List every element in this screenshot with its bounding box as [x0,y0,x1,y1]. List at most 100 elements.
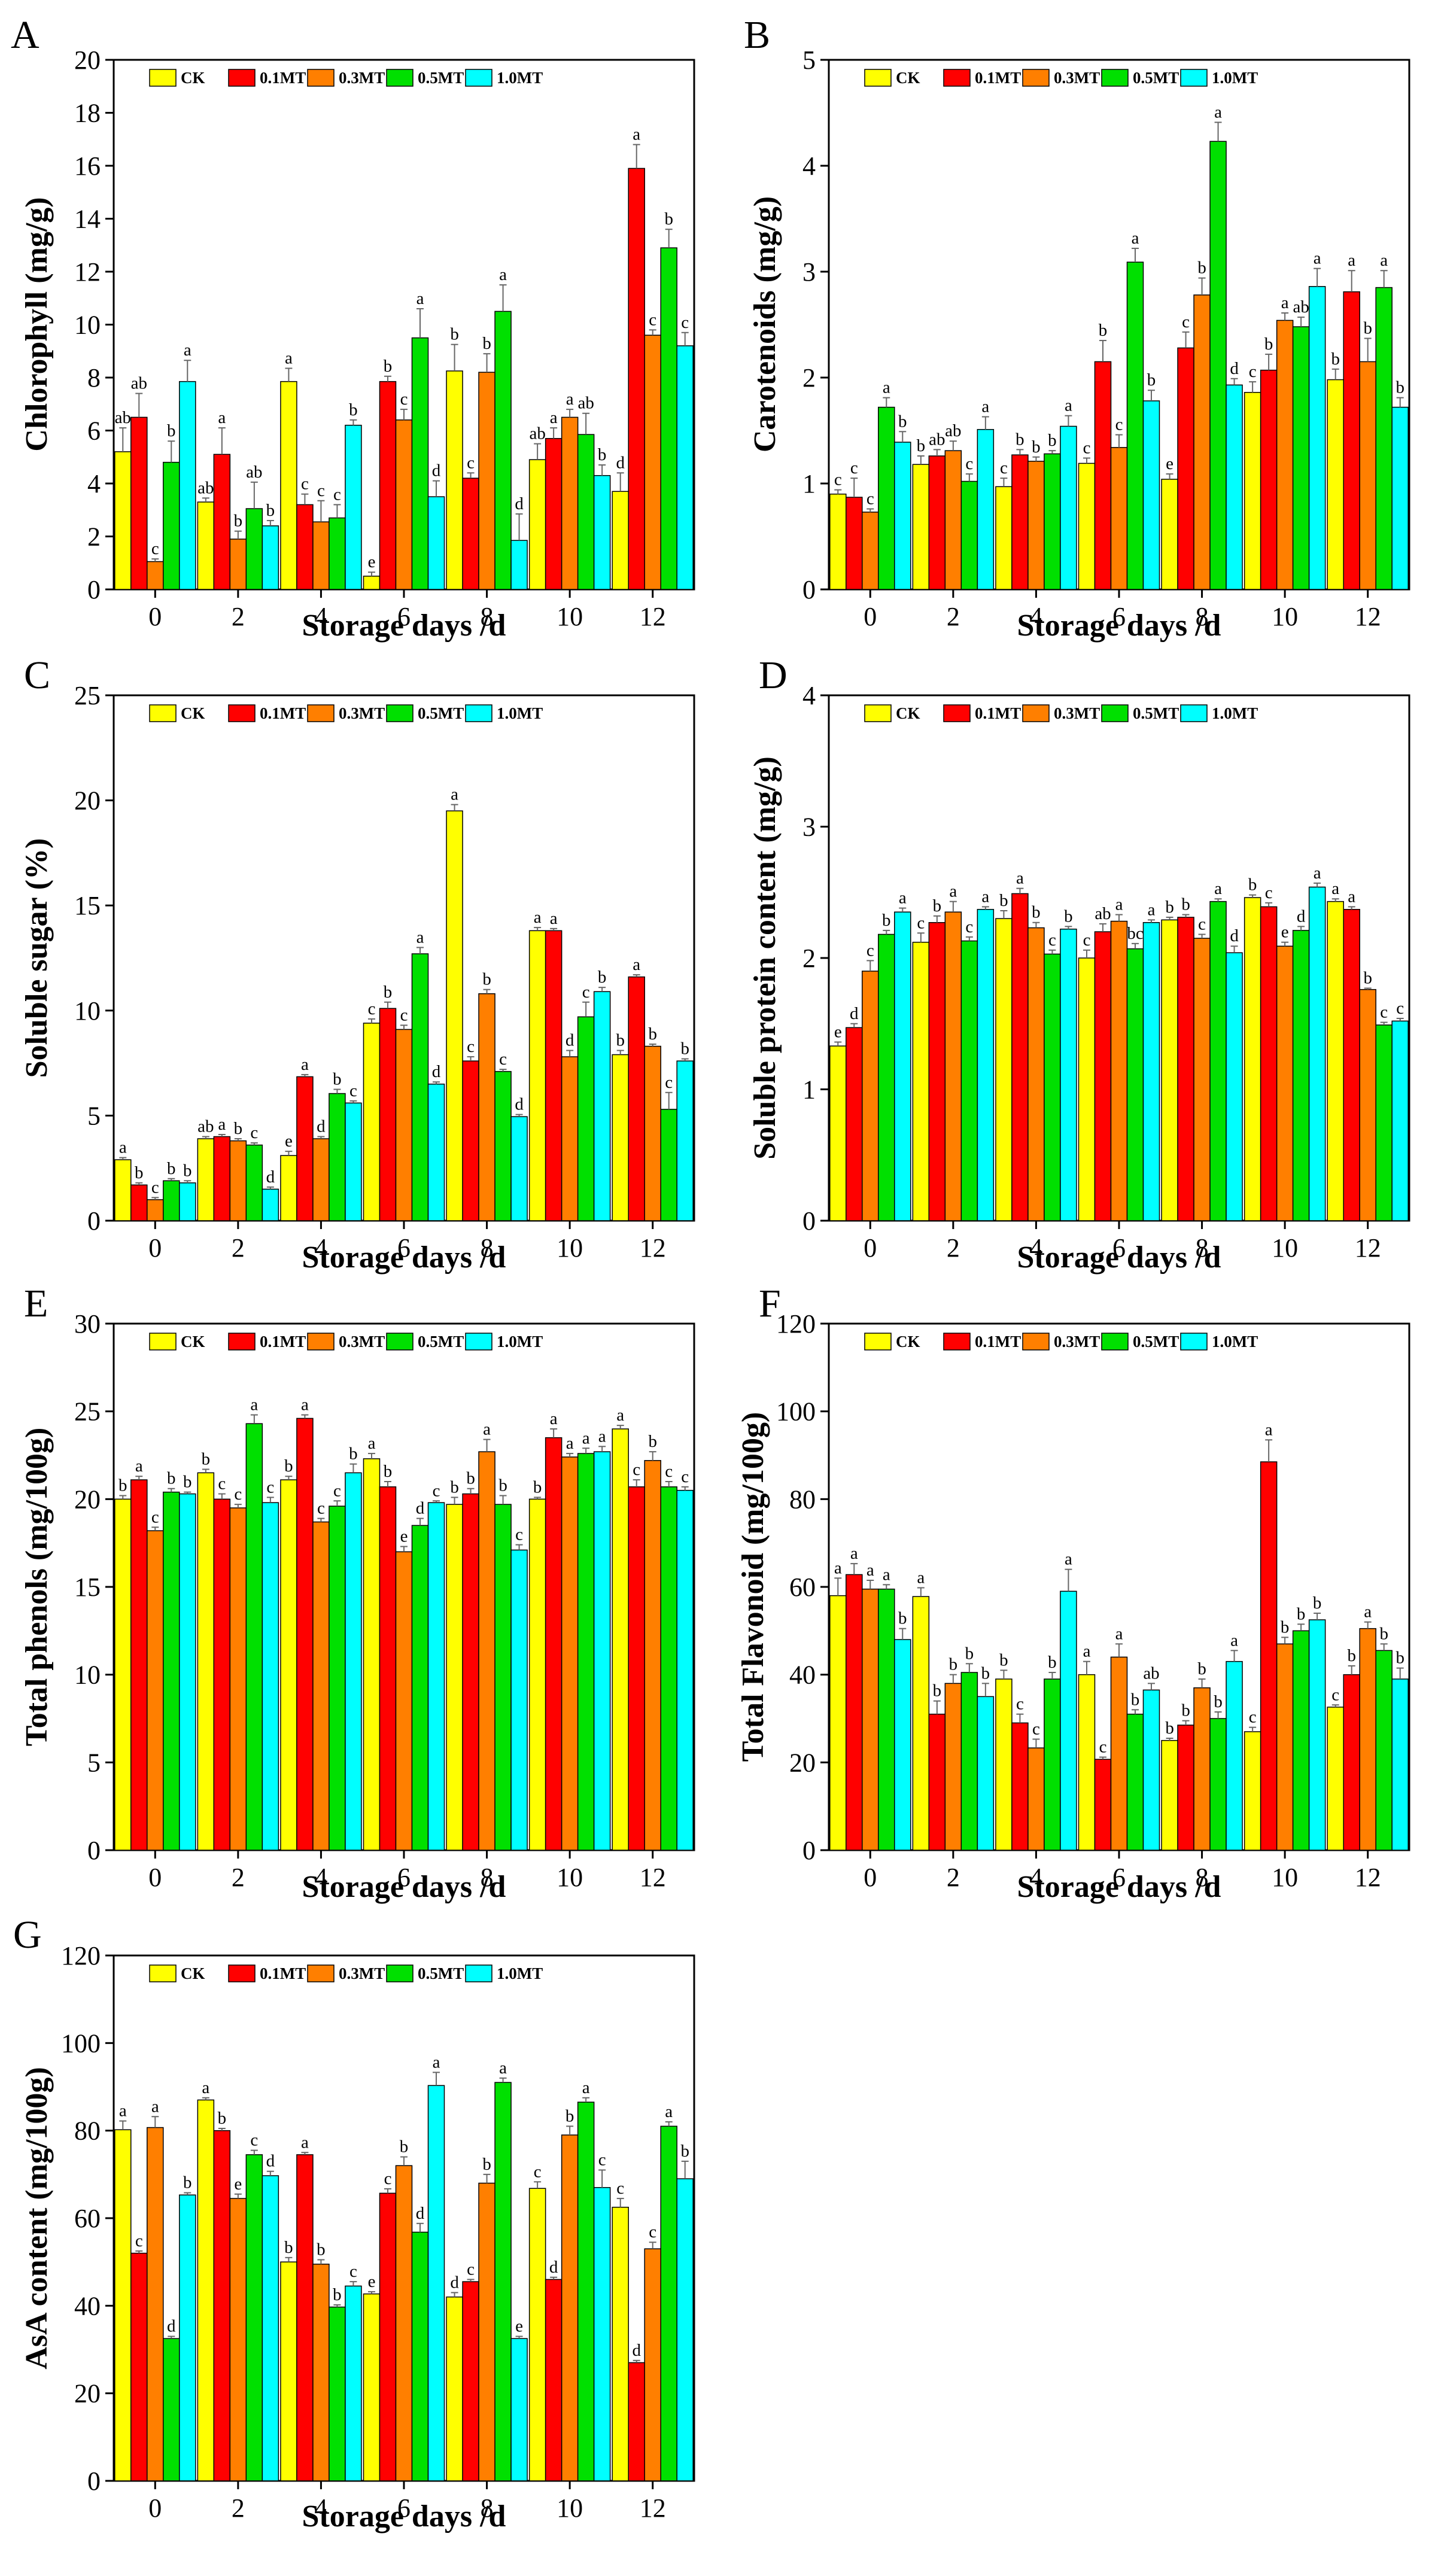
bar-05MT-day6 [411,953,429,1221]
bar-CK-day12 [612,491,629,590]
significance-label: a [917,1568,925,1587]
bar-05MT-day2 [960,940,978,1221]
significance-label: bc [1127,924,1143,943]
bar-01MT-day8 [462,1493,479,1851]
significance-label: c [1099,1738,1107,1757]
significance-label: a [582,1428,590,1447]
significance-label: b [1331,349,1340,369]
significance-label: c [151,1178,159,1197]
bar-01MT-day10 [1260,906,1278,1221]
y-axis-title: Soluble protein content (mg/g) [748,756,782,1160]
bar-01MT-day10 [1260,369,1278,590]
y-tick-label: 120 [61,1941,101,1970]
bar-05MT-day0 [163,1180,180,1221]
significance-label: c [151,539,159,558]
bar-01MT-day12 [628,2362,645,2481]
significance-label: b [1264,334,1273,354]
bar-10MT-day0 [894,442,911,590]
bar-CK-day4 [280,1155,297,1221]
bar-10MT-day6 [1142,1689,1160,1851]
bar-CK-day8 [1161,1739,1178,1851]
bar-03MT-day6 [395,1551,413,1851]
bar-03MT-day6 [1110,1656,1128,1851]
x-tick-label: 0 [148,1233,162,1263]
significance-label: c [1083,439,1091,458]
bar-03MT-day2 [229,1140,247,1221]
significance-label: b [1281,1617,1290,1637]
significance-label: b [598,445,607,464]
significance-label: c [649,2222,656,2242]
bar-10MT-day2 [262,525,279,590]
x-tick-label: 12 [640,602,666,631]
bar-10MT-day4 [345,424,362,590]
legend-label-CK: CK [896,69,920,87]
x-axis-title: Storage days /d [1017,609,1221,643]
significance-label: a [218,408,226,427]
significance-label: a [119,1138,127,1157]
significance-label: a [883,1565,890,1584]
bar-10MT-day6 [1142,400,1160,590]
bar-05MT-day4 [329,2306,346,2481]
bar-CK-day4 [995,486,1013,590]
significance-label: c [1032,1719,1040,1738]
significance-label: c [400,390,408,409]
bar-10MT-day6 [427,496,445,590]
bar-01MT-day4 [296,1418,314,1851]
significance-label: c [867,489,874,508]
bar-03MT-day12 [1359,361,1376,590]
significance-label: a [119,2101,127,2121]
legend-label-01MT: 0.1MT [260,1964,306,1982]
significance-label: a [981,887,989,906]
x-tick-label: 8 [1196,602,1209,631]
significance-label: c [515,1525,523,1544]
bar-CK-day2 [912,941,930,1221]
significance-label: b [1016,430,1024,449]
y-axis-title: Total phenols (mg/100g) [20,1428,54,1747]
significance-label: b [648,1024,657,1044]
x-tick-label: 6 [397,2493,411,2523]
bar-05MT-day12 [1375,287,1393,590]
significance-label: b [1363,968,1372,987]
y-tick-label: 10 [74,311,101,340]
y-tick-label: 5 [802,45,816,75]
legend-swatch-03MT [307,1964,335,1982]
legend-label-10MT: 1.0MT [1212,69,1258,87]
legend-label-05MT: 0.5MT [1133,704,1179,722]
significance-label: b [183,1161,192,1180]
bar-03MT-day2 [229,1507,247,1851]
bar-03MT-day12 [1359,989,1376,1221]
significance-label: a [582,2078,590,2097]
x-tick-label: 8 [1196,1233,1209,1263]
y-tick-label: 20 [789,1748,816,1777]
significance-label: e [1166,454,1173,473]
significance-label: c [1115,415,1123,434]
significance-label: a [1065,1550,1072,1569]
legend-label-CK: CK [181,1964,205,1982]
bar-03MT-day4 [312,1138,330,1221]
significance-label: c [1048,930,1056,950]
bar-CK-day6 [363,1023,381,1221]
legend-swatch-CK [149,69,177,87]
y-tick-label: 2 [87,522,101,552]
bar-CK-day10 [528,2188,546,2481]
significance-label: b [284,1456,293,1476]
significance-label: a [1148,900,1156,919]
significance-label: b [1297,1604,1306,1623]
significance-label: b [183,1473,192,1492]
bar-05MT-day0 [163,1491,180,1851]
bar-CK-day4 [280,1479,297,1851]
y-tick-label: 20 [74,45,101,75]
legend-swatch-CK [149,704,177,722]
significance-label: b [333,1070,342,1089]
significance-label: c [349,1081,357,1100]
significance-label: a [899,889,907,908]
legend-swatch-10MT [465,704,492,722]
significance-label: e [400,1527,408,1546]
bar-03MT-day4 [1027,461,1045,590]
significance-label: a [1380,251,1388,270]
bar-05MT-day0 [163,461,180,590]
significance-label: c [234,1485,242,1504]
significance-label: c [333,485,341,504]
significance-label: c [467,1037,475,1056]
bar-03MT-day12 [644,1045,661,1221]
